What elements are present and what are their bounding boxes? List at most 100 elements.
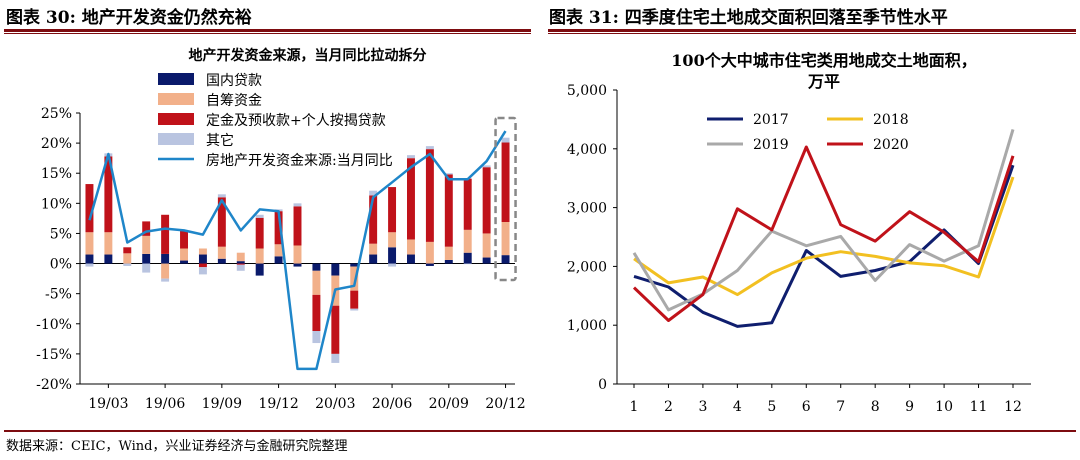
y-tick-label: 25%	[41, 106, 72, 122]
bar-segment-series-3	[255, 217, 264, 249]
bar-segment-series-3	[463, 178, 472, 230]
bar-segment-series-1	[85, 254, 94, 264]
land-area-chart: 100个大中城市住宅类用地成交土地面积， 万平 5,000 4,000 3,000 2,0…	[567, 51, 1031, 415]
bar-segment-series-1	[142, 253, 151, 264]
bar-segment-series-4	[388, 263, 397, 267]
x-tick-label: 3	[698, 399, 707, 415]
legend-label: 其它	[206, 132, 234, 149]
bar-segment-series-3	[198, 263, 207, 268]
bar-segment-series-4	[255, 214, 264, 218]
bar-segment-series-3	[407, 158, 415, 240]
y-tick-label: 2,000	[567, 259, 607, 275]
bar-segment-series-4	[123, 263, 132, 266]
x-tick-label: 12	[1004, 399, 1022, 415]
y-tick-label: 3,000	[567, 201, 607, 217]
y-tick-label: -10%	[36, 317, 72, 333]
legend-label: 房地产开发资金来源:当月同比	[206, 153, 393, 169]
y-tick-label: 0%	[50, 257, 72, 273]
legend-label: 自筹资金	[206, 92, 262, 109]
bar-segment-series-1	[198, 254, 207, 264]
title-rule-right	[548, 29, 1076, 32]
y-tick-label: -20%	[36, 377, 72, 393]
funding-source-chart: 地产开发资金来源，当月同比拉动拆分 25% 20% 15% 10% 5% 0% -5% -10%…	[36, 47, 526, 412]
bar-segment-series-4	[482, 165, 491, 168]
bar-segment-series-4	[198, 267, 207, 275]
bar-segment-series-1	[350, 263, 359, 267]
bar-segment-series-2	[274, 244, 283, 257]
bar-segment-series-3	[161, 214, 170, 254]
x-tick-label: 20/12	[485, 396, 525, 412]
bar-segment-series-2	[501, 222, 510, 256]
bar-segment-series-2	[161, 263, 170, 279]
legend-label: 定金及预收款+个人按揭贷款	[206, 113, 386, 129]
x-tick-label: 9	[905, 399, 914, 415]
bar-segment-series-2	[198, 248, 207, 255]
y-tick-label: 10%	[41, 196, 72, 212]
bar-segment-series-1	[425, 263, 434, 266]
chart-title: 地产开发资金来源，当月同比拉动拆分	[189, 47, 427, 64]
title-hairline-right	[548, 33, 1076, 34]
highlight-box	[494, 116, 517, 282]
bar-segment-series-4	[350, 308, 359, 311]
bar-segment-series-4	[85, 263, 94, 267]
x-tick-label: 20/09	[429, 396, 469, 412]
legend-label: 国内贷款	[206, 73, 262, 89]
bar-segment-series-3	[444, 174, 453, 247]
bar-segment-series-1	[463, 252, 472, 264]
line-series-2018	[633, 176, 1015, 297]
bar-segment-series-4	[142, 263, 151, 273]
bar-segment-series-3	[388, 187, 397, 233]
bar-segment-series-2	[123, 253, 132, 264]
bar-segment-series-2	[312, 270, 321, 295]
bar-segment-series-1	[236, 261, 245, 264]
bar-segment-series-3	[104, 156, 113, 233]
bar-segment-series-3	[293, 206, 302, 246]
x-tick-label: 1	[630, 399, 639, 415]
x-tick-label: 7	[836, 399, 845, 415]
bar-segment-series-1	[217, 258, 226, 264]
bar-segment-series-1	[407, 254, 415, 264]
bar-segment-series-2	[217, 246, 226, 259]
legend-swatch-series-1	[158, 73, 194, 85]
y-tick-label: 1,000	[567, 318, 607, 334]
bar-segment-series-4	[444, 173, 453, 175]
data-source-note: 数据来源：CEIC，Wind，兴业证券经济与金融研究院整理	[6, 439, 348, 454]
bar-segment-series-1	[482, 257, 491, 264]
bar-segment-series-1	[312, 263, 321, 271]
bar-segment-series-3	[482, 167, 491, 234]
bar-segment-series-2	[142, 235, 151, 254]
y-tick-label: 15%	[41, 166, 72, 182]
y-tick-label: 20%	[41, 136, 72, 152]
bar-segment-series-4	[293, 203, 302, 207]
x-tick-label: 4	[733, 399, 742, 415]
y-tick-label: -5%	[45, 287, 72, 303]
chart-title-line: 万平	[807, 72, 840, 91]
bar-segment-series-1	[444, 259, 453, 264]
bar-segment-series-1	[369, 254, 378, 264]
bar-segment-series-3	[331, 305, 340, 354]
x-tick-label: 19/12	[258, 396, 298, 412]
x-tick-label: 2	[664, 399, 673, 415]
line-series-2019	[632, 128, 1015, 312]
y-tick-label: 4,000	[567, 142, 607, 158]
x-tick-label: 19/03	[88, 396, 128, 412]
legend-label: 2017	[753, 112, 789, 128]
y-tick-label: 5,000	[567, 83, 607, 99]
legend-label: 2019	[753, 137, 789, 153]
bar-segment-series-4	[217, 194, 226, 198]
title-hairline-left	[4, 33, 531, 34]
legend-swatch-series-3	[158, 113, 194, 125]
x-tick-label: 10	[935, 399, 953, 415]
x-tick-label: 11	[970, 399, 988, 415]
bar-segment-series-4	[369, 190, 378, 196]
bar-segment-series-1	[180, 260, 188, 264]
bar-segment-series-4	[501, 137, 510, 143]
bar-segment-series-2	[255, 248, 264, 264]
title-rule-left	[4, 29, 531, 32]
bar-segment-series-3	[85, 184, 94, 233]
bar-segment-series-3	[236, 263, 245, 265]
bar-segment-series-2	[180, 248, 188, 261]
bar-segment-series-3	[369, 195, 378, 244]
figure-30-title: 图表 30: 地产开发资金仍然充裕	[6, 8, 252, 28]
line-series-2020	[632, 145, 1015, 322]
